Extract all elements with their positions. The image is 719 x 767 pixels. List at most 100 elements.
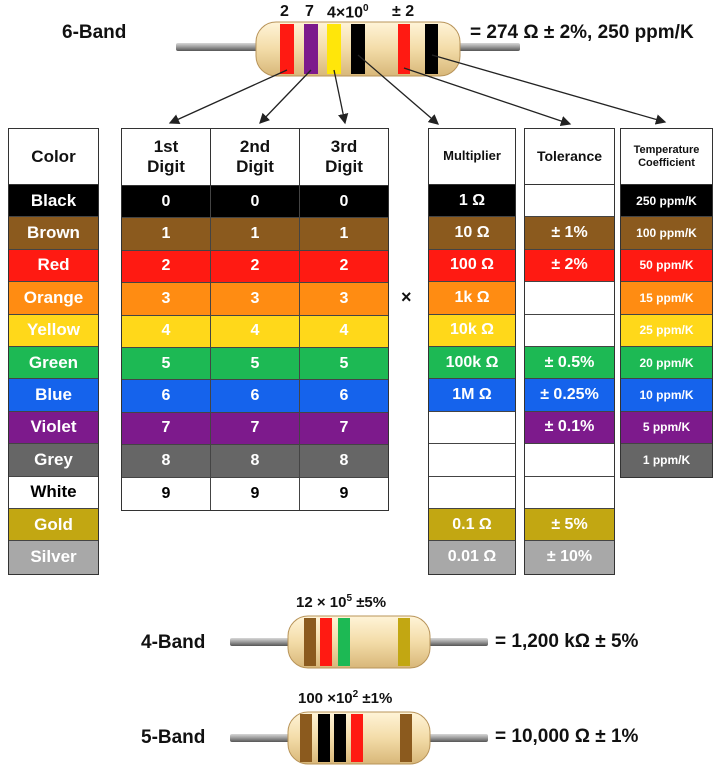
tempco-header: Temperature Coefficient xyxy=(621,129,712,185)
digit-cell: 3 xyxy=(339,289,349,307)
digit-cell: 6 xyxy=(211,380,300,412)
digit-cell: 0 xyxy=(211,186,300,218)
band-black-tempco xyxy=(425,24,438,74)
six-band-code-1: 2 xyxy=(280,3,289,20)
digit-cell: 1 xyxy=(122,218,211,250)
color-cell: Orange xyxy=(9,282,98,315)
color-cell: Yellow xyxy=(9,314,98,347)
digit-cell: 1 xyxy=(339,225,349,243)
digit-cell: 5 xyxy=(122,347,211,380)
band-black xyxy=(351,24,365,74)
multiplier-cell: 100 Ω xyxy=(429,249,515,283)
tolerance-cell xyxy=(525,476,614,509)
color-cell: Silver xyxy=(9,541,98,574)
multiplier-cell: 10k Ω xyxy=(429,314,515,347)
digit-cell: 0 xyxy=(339,192,349,210)
color-header: Color xyxy=(9,129,98,185)
digit-cell: 0 xyxy=(122,186,211,218)
tolerance-cell: ± 0.1% xyxy=(525,411,614,445)
digit-cell: 5 xyxy=(339,354,349,372)
digit-cell: 3 xyxy=(211,283,300,315)
four-band-result: = 1,200 kΩ ± 5% xyxy=(495,631,639,652)
four-band-title: 4-Band xyxy=(141,632,206,653)
digit2-header: 2nd Digit xyxy=(211,129,300,185)
band-yellow xyxy=(327,24,341,74)
digit-cell: 7 xyxy=(211,412,300,445)
six-band-code-2: 7 xyxy=(305,3,314,20)
five-band-resistor xyxy=(230,711,488,765)
color-cell: Green xyxy=(9,346,98,380)
digit-cell: 4 xyxy=(211,315,300,347)
multiplier-cell xyxy=(429,444,515,477)
color-column: Color Black Brown Red Orange Yellow Green Blue… xyxy=(8,128,99,575)
tolerance-cell xyxy=(525,314,614,347)
digit-cell: 8 xyxy=(339,451,349,469)
tolerance-column: Tolerance ± 1% ± 2% ± 0.5% ± 0.25% ± 0.1% ± 5… xyxy=(524,128,615,575)
band-red xyxy=(280,24,294,74)
tolerance-cell: ± 0.5% xyxy=(525,346,614,380)
tolerance-cell xyxy=(525,444,614,477)
multiplier-cell: 1k Ω xyxy=(429,282,515,315)
digit-cell: 2 xyxy=(339,257,349,275)
digit-cell: 2 xyxy=(211,250,300,283)
five-band-title: 5-Band xyxy=(141,727,206,748)
four-band-code: 12 × 105 ±5% xyxy=(296,593,387,611)
tempco-cell: 1 ppm/K xyxy=(621,444,712,477)
tolerance-cell: ± 1% xyxy=(525,217,614,250)
tempco-column: Temperature Coefficient 250 ppm/K 100 ppm/… xyxy=(620,128,713,478)
band-arrows xyxy=(168,54,667,127)
color-cell: Violet xyxy=(9,411,98,445)
multiplier-cell: 1M Ω xyxy=(429,379,515,412)
tempco-cell: 250 ppm/K xyxy=(621,185,712,218)
band-violet xyxy=(304,24,318,74)
six-band-code-3: 4×100 xyxy=(327,3,369,22)
four-band-resistor xyxy=(230,615,488,669)
digit3-header: 3rd Digit xyxy=(325,137,363,176)
tempco-cell: 5 ppm/K xyxy=(621,411,712,445)
digit-cell: 8 xyxy=(122,445,211,477)
digit-cell: 9 xyxy=(122,477,211,510)
multiplier-cell: 1 Ω xyxy=(429,185,515,218)
color-cell: White xyxy=(9,476,98,509)
color-cell: Black xyxy=(9,185,98,218)
tolerance-cell xyxy=(525,282,614,315)
digit-cell: 4 xyxy=(122,315,211,347)
tempco-cell: 20 ppm/K xyxy=(621,346,712,380)
multiplier-cell xyxy=(429,411,515,445)
six-band-code-tolerance: ± 2 xyxy=(392,3,415,20)
tolerance-cell xyxy=(525,185,614,218)
tempco-cell: 15 ppm/K xyxy=(621,282,712,315)
tempco-cell: 50 ppm/K xyxy=(621,249,712,283)
digit1-header: 1st Digit xyxy=(122,129,211,185)
tolerance-cell: ± 0.25% xyxy=(525,379,614,412)
tempco-cell: 10 ppm/K xyxy=(621,379,712,412)
tolerance-header: Tolerance xyxy=(525,129,614,185)
tolerance-cell: ± 10% xyxy=(525,541,614,574)
digit-cell: 6 xyxy=(339,387,349,405)
tolerance-cell: ± 2% xyxy=(525,249,614,283)
six-band-result: = 274 Ω ± 2%, 250 ppm/K xyxy=(470,22,694,43)
five-band-result: = 10,000 Ω ± 1% xyxy=(495,726,639,747)
six-band-resistor xyxy=(176,21,520,77)
six-band-title: 6-Band xyxy=(62,22,127,43)
color-cell: Brown xyxy=(9,217,98,250)
tolerance-cell: ± 5% xyxy=(525,508,614,542)
digit-cell: 7 xyxy=(122,412,211,445)
color-cell: Grey xyxy=(9,444,98,477)
digit-cell: 6 xyxy=(122,380,211,412)
tempco-cell: 100 ppm/K xyxy=(621,217,712,250)
digit-cell: 8 xyxy=(211,445,300,477)
digit-cell: 9 xyxy=(211,477,300,510)
digit-cell: 3 xyxy=(122,283,211,315)
